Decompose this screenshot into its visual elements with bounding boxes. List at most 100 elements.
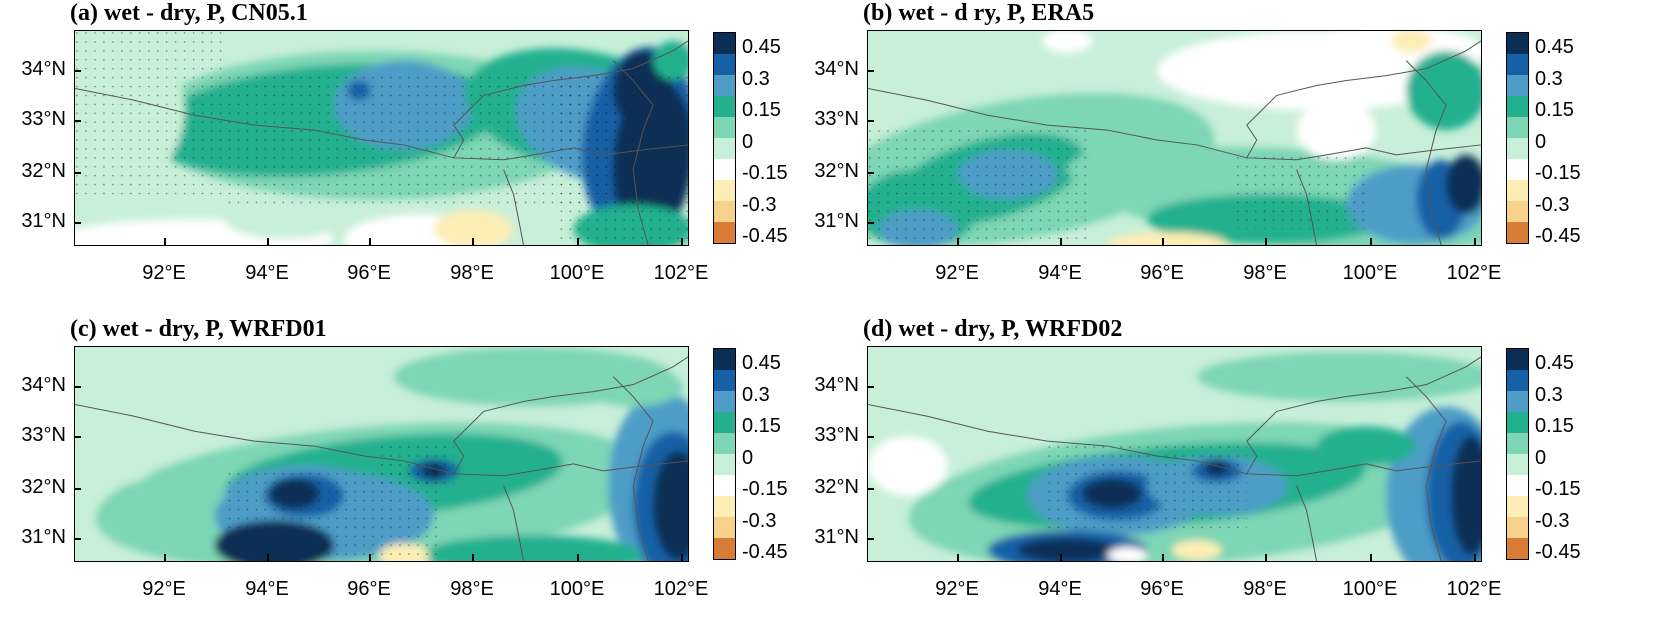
lat-tick xyxy=(74,70,81,72)
lon-tick-label: 92°E xyxy=(935,262,979,284)
precip-field xyxy=(868,347,1481,561)
lon-tick-label: 94°E xyxy=(1038,262,1082,284)
lon-tick xyxy=(957,238,959,246)
lat-tick xyxy=(867,488,874,490)
colorbar-swatch xyxy=(714,180,735,201)
lon-tick-label: 96°E xyxy=(1140,578,1184,600)
colorbar-label: -0.15 xyxy=(1535,162,1581,184)
lon-tick xyxy=(369,554,371,562)
lat-tick xyxy=(867,538,874,540)
colorbar-swatch xyxy=(714,454,735,475)
lat-tick xyxy=(74,386,81,388)
colorbar-swatch xyxy=(714,117,735,138)
boundary-line xyxy=(612,60,654,245)
lat-tick-label: 34°N xyxy=(21,374,66,396)
boundary-line xyxy=(503,485,525,561)
lon-tick-label: 96°E xyxy=(347,578,391,600)
significance-stipple xyxy=(374,446,454,486)
colorbar-swatch xyxy=(1507,117,1528,138)
precip-contour xyxy=(75,406,165,486)
colorbar-label: 0.15 xyxy=(742,99,781,121)
lon-tick-label: 92°E xyxy=(142,262,186,284)
precip-contour xyxy=(423,535,644,561)
lon-tick-label: 92°E xyxy=(142,578,186,600)
lon-tick xyxy=(472,554,474,562)
colorbar-swatch xyxy=(1507,496,1528,517)
colorbar-swatch xyxy=(714,33,735,54)
lon-tick-label: 100°E xyxy=(1342,262,1398,284)
colorbar-label: 0.3 xyxy=(1535,67,1563,90)
lon-tick xyxy=(1162,554,1164,562)
boundary-line xyxy=(1405,60,1447,245)
lon-tick-label: 102°E xyxy=(1446,578,1502,600)
lat-tick xyxy=(867,386,874,388)
colorbar-label: -0.15 xyxy=(742,478,788,500)
colorbar-swatch xyxy=(1507,391,1528,412)
colorbar-label: 0.45 xyxy=(742,352,781,374)
significance-stipple xyxy=(75,31,225,200)
colorbar-swatch xyxy=(1507,159,1528,180)
lon-tick xyxy=(472,238,474,246)
colorbar-swatch xyxy=(714,222,735,243)
colorbar-swatch xyxy=(1507,201,1528,222)
colorbar-label: -0.3 xyxy=(1535,193,1570,216)
colorbar xyxy=(713,32,736,244)
precip-contour xyxy=(1017,538,1118,561)
lat-tick-label: 34°N xyxy=(21,58,66,80)
boundary-line xyxy=(868,403,1481,477)
colorbar-label: 0.15 xyxy=(1535,415,1574,437)
boundary-line xyxy=(453,40,688,159)
precip-contour xyxy=(1196,351,1481,402)
lon-tick-label: 100°E xyxy=(549,262,605,284)
precip-field xyxy=(75,31,688,245)
colorbar-swatch xyxy=(1507,33,1528,54)
colorbar-swatch xyxy=(1507,538,1528,559)
colorbar-swatch xyxy=(714,433,735,454)
precip-contour xyxy=(653,40,688,81)
precip-contour xyxy=(1107,547,1148,561)
precip-contour xyxy=(1107,232,1227,245)
lon-tick-label: 94°E xyxy=(245,578,289,600)
colorbar-label: 0.3 xyxy=(742,67,770,90)
colorbar-label: -0.45 xyxy=(1535,541,1581,563)
lat-tick-label: 33°N xyxy=(21,424,66,446)
lon-tick xyxy=(1265,238,1267,246)
lon-tick-label: 100°E xyxy=(549,578,605,600)
lon-tick xyxy=(1162,238,1164,246)
colorbar-label: -0.3 xyxy=(742,193,777,216)
colorbar-label: -0.45 xyxy=(1535,225,1581,247)
lat-tick-label: 31°N xyxy=(21,526,66,548)
colorbar-label: 0.45 xyxy=(742,36,781,58)
colorbar-swatch xyxy=(714,538,735,559)
lon-tick xyxy=(1370,554,1372,562)
lat-tick xyxy=(74,222,81,224)
lon-tick-label: 98°E xyxy=(1243,262,1287,284)
colorbar-label: 0.3 xyxy=(1535,383,1563,406)
precip-contour xyxy=(1406,50,1481,131)
significance-stipple xyxy=(1236,149,1367,230)
colorbar-label: -0.15 xyxy=(742,162,788,184)
colorbar-label: 0.15 xyxy=(1535,99,1574,121)
lon-tick xyxy=(1370,238,1372,246)
colorbar-swatch xyxy=(1507,138,1528,159)
colorbar-swatch xyxy=(1507,433,1528,454)
lon-tick xyxy=(1474,238,1476,246)
colorbar-swatch xyxy=(1507,475,1528,496)
lat-tick-label: 33°N xyxy=(21,108,66,130)
lat-tick xyxy=(867,436,874,438)
colorbar-label: 0 xyxy=(1535,130,1547,153)
colorbar-label: -0.15 xyxy=(1535,478,1581,500)
lat-tick xyxy=(867,70,874,72)
colorbar-label: 0 xyxy=(1535,446,1547,469)
colorbar-label: -0.45 xyxy=(742,225,788,247)
lon-tick xyxy=(1265,554,1267,562)
boundary-line xyxy=(1246,356,1481,475)
map-panel-d: (d) wet - dry, P, WRFD02 34°N 33°N 32°N 31°… xyxy=(793,316,1621,638)
lat-tick xyxy=(867,222,874,224)
lon-tick-label: 102°E xyxy=(653,578,709,600)
colorbar-swatch xyxy=(1507,180,1528,201)
colorbar-swatch xyxy=(1507,454,1528,475)
colorbar-swatch xyxy=(1507,370,1528,391)
lat-tick xyxy=(74,538,81,540)
lat-tick-label: 31°N xyxy=(21,210,66,232)
